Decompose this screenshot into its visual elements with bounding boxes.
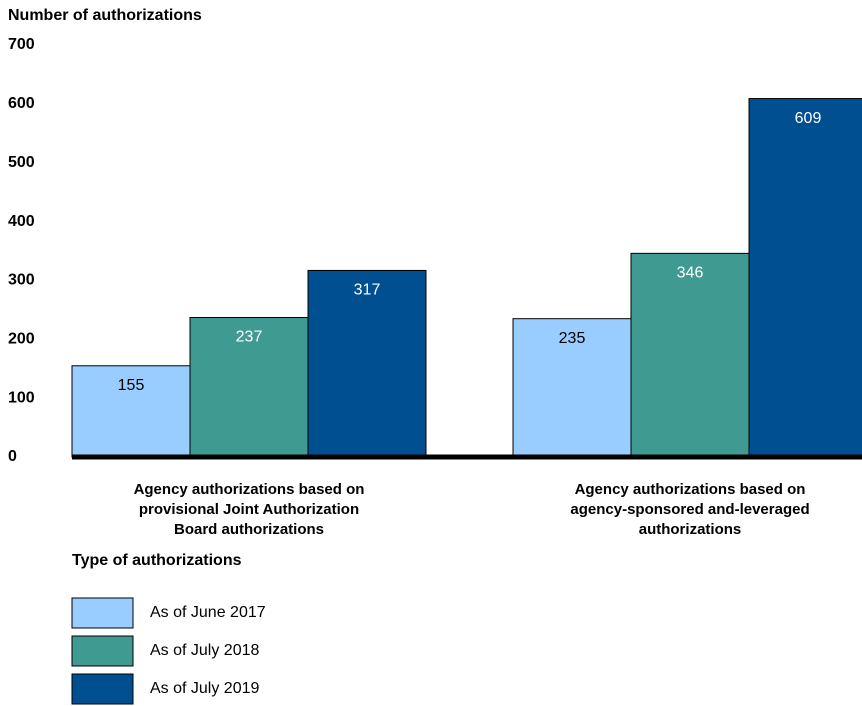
bar — [71, 365, 191, 458]
value-label: 237 — [236, 329, 263, 346]
value-label: 609 — [795, 110, 822, 127]
legend-label: As of June 2017 — [150, 604, 266, 621]
legend-swatch — [71, 597, 134, 629]
bar — [307, 269, 427, 458]
bar — [748, 98, 862, 458]
legend-swatch — [71, 673, 134, 705]
legend-label: As of July 2018 — [150, 642, 260, 659]
x-tick-label: Agency authorizations based on provision… — [133, 481, 365, 538]
y-tick-label: 300 — [8, 272, 35, 289]
legend-swatch — [71, 635, 134, 667]
y-tick-label: 400 — [8, 213, 35, 230]
y-axis-label: Number of authorizations — [8, 7, 202, 24]
value-label: 317 — [354, 282, 381, 299]
legend-label: As of July 2019 — [150, 680, 260, 697]
y-tick-label: 700 — [8, 36, 35, 53]
value-label: 235 — [559, 330, 586, 347]
bar — [512, 318, 632, 458]
y-tick-label: 100 — [8, 389, 35, 406]
bar — [189, 317, 309, 458]
x-tick-label: Agency authorizations based on agency-sp… — [570, 481, 810, 538]
bar — [630, 252, 750, 458]
value-label: 155 — [118, 377, 145, 394]
y-tick-label: 200 — [8, 331, 35, 348]
y-tick-label: 500 — [8, 154, 35, 171]
legend-title: Type of authorizations — [72, 552, 242, 569]
value-label: 346 — [677, 265, 704, 282]
y-tick-label: 0 — [8, 448, 17, 465]
y-tick-label: 600 — [8, 95, 35, 112]
